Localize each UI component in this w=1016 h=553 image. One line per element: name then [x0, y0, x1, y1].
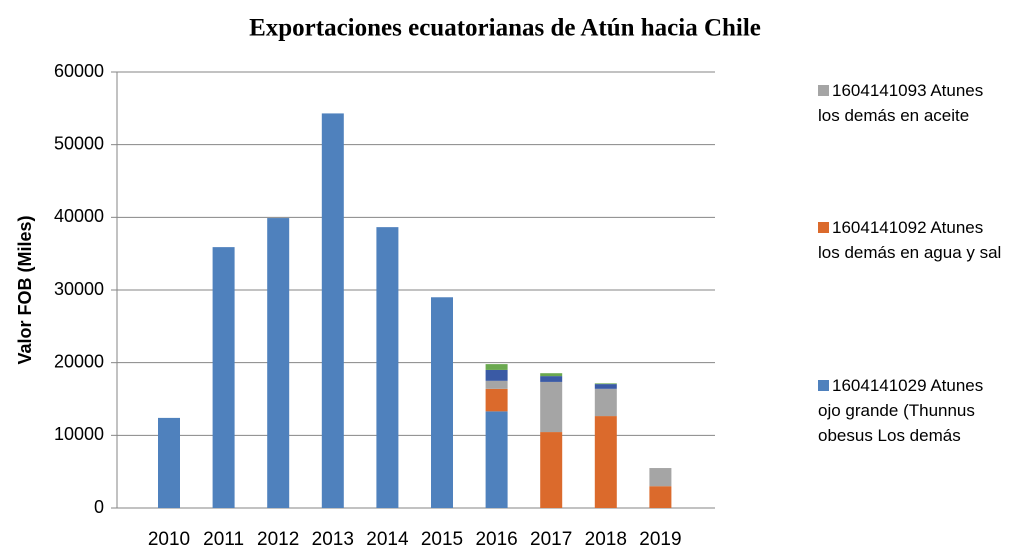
y-tick-label: 20000	[54, 351, 104, 371]
bar-segment	[540, 432, 563, 508]
y-tick-label: 0	[94, 497, 104, 517]
legend-item: 1604141029 Atunes ojo grande (Thunnus ob…	[818, 373, 1008, 448]
x-tick-label: 2016	[475, 529, 517, 550]
legend-swatch	[818, 380, 829, 391]
bar-segment	[540, 376, 563, 382]
legend-swatch	[818, 85, 829, 96]
bar-segment	[485, 369, 508, 381]
x-tick-label: 2012	[257, 529, 299, 550]
x-tick-label: 2018	[585, 529, 627, 550]
bar-segment	[594, 388, 617, 417]
bar-segment	[485, 364, 508, 370]
legend-item: 1604141092 Atunes los demás en agua y sa…	[818, 215, 1008, 265]
bar-segment	[431, 297, 453, 508]
x-tick-label: 2010	[148, 529, 190, 550]
bar-segment	[267, 218, 290, 508]
bar-segment	[540, 373, 563, 377]
bar-segment	[485, 380, 508, 389]
x-tick-label: 2011	[203, 529, 244, 550]
bar-segment	[212, 247, 235, 509]
chart-title: Exportaciones ecuatorianas de Atún hacia…	[249, 15, 761, 42]
legend-item: 1604141093 Atunes los demás en aceite	[818, 78, 1008, 128]
bar-segment	[485, 411, 508, 508]
x-tick-label: 2019	[639, 529, 681, 550]
legend-label: 1604141093 Atunes los demás en aceite	[818, 81, 984, 125]
bar-segment	[649, 468, 672, 487]
bar-segment	[158, 417, 180, 508]
y-tick-label: 40000	[54, 206, 104, 226]
y-tick-label: 10000	[54, 424, 104, 444]
bar-segment	[540, 381, 563, 433]
bar-segment	[649, 486, 672, 508]
x-tick-label: 2015	[421, 529, 463, 550]
bar-segment	[594, 384, 617, 389]
x-tick-label: 2017	[530, 529, 572, 550]
x-tick-label: 2013	[312, 529, 354, 550]
y-tick-label: 60000	[54, 61, 104, 81]
legend-label: 1604141092 Atunes los demás en agua y sa…	[818, 218, 1002, 262]
bar-segment	[594, 416, 617, 508]
y-axis-label: Valor FOB (Miles)	[15, 215, 35, 364]
bar-segment	[594, 383, 617, 385]
legend-swatch	[818, 222, 829, 233]
bar-segment	[321, 113, 344, 509]
legend-label: 1604141029 Atunes ojo grande (Thunnus ob…	[818, 376, 984, 445]
y-tick-label: 50000	[54, 133, 104, 153]
x-tick-label: 2014	[366, 529, 409, 550]
y-tick-label: 30000	[54, 279, 104, 299]
bar-segment	[485, 388, 508, 412]
bar-segment	[376, 227, 399, 509]
